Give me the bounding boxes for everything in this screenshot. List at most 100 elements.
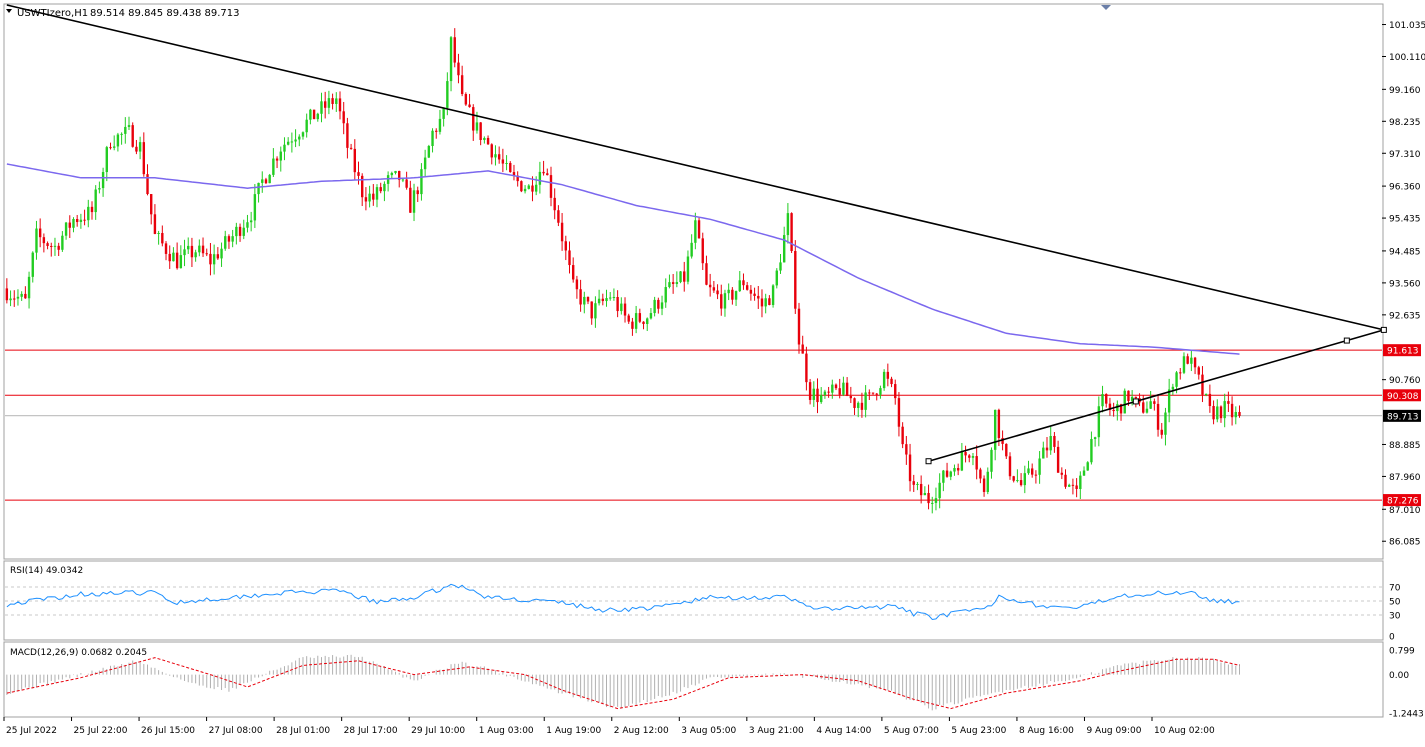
bull-candle [383,183,386,192]
bull-candle [779,262,782,271]
trendline-anchor-handle [1132,398,1139,405]
bull-candle [475,122,479,131]
bull-candle [1068,484,1071,487]
bull-candle [279,151,282,161]
bear-candle [1238,411,1241,416]
bull-candle [301,132,305,137]
bear-candle [512,172,516,176]
bear-candle [131,125,134,147]
trendline-anchor-handle [1380,326,1387,333]
bear-candle [50,245,53,247]
bear-candle [1179,372,1182,374]
bear-candle [1201,374,1204,395]
bull-candle [1086,462,1089,471]
price-tick-label: 88.885 [1389,441,1421,451]
bear-candle [1230,403,1234,418]
current-price-label: 89.713 [1387,412,1419,422]
bull-candle [249,220,253,223]
bear-candle [83,219,86,221]
bull-candle [538,171,542,185]
bull-candle [664,287,667,303]
bull-candle [1182,356,1186,373]
bull-candle [257,182,260,195]
bull-candle [120,133,123,135]
macd-signal-line [6,657,1240,710]
bear-candle [1193,357,1197,368]
bull-candle [179,255,183,269]
bear-candle [398,170,401,180]
price-tick-label: 87.010 [1389,506,1421,516]
rsi-label: RSI(14) 49.0342 [10,566,83,576]
bear-candle [109,147,112,149]
bear-candle [24,293,27,299]
bear-candle [405,179,408,188]
bear-candle [275,158,279,161]
bear-candle [968,455,971,458]
bull-candle [309,109,312,120]
bull-candle [1175,372,1178,387]
bear-candle [1056,446,1060,473]
bull-candle [960,452,964,471]
level-price-label: 87.276 [1387,497,1419,507]
bull-candle [1016,480,1019,482]
bear-candle [142,142,146,175]
bear-candle [150,194,153,215]
bear-candle [1227,401,1230,404]
bull-candle [949,471,952,477]
bull-candle [916,483,919,485]
bear-candle [468,104,471,108]
bear-candle [409,187,412,213]
bear-candle [135,146,138,152]
main-pane[interactable] [3,3,1384,560]
bull-candle [823,391,827,396]
bear-candle [801,344,804,354]
bear-candle [701,238,704,264]
shift-marker-icon[interactable] [1101,5,1111,10]
bull-candle [938,482,941,499]
bull-candle [1023,473,1026,486]
bear-candle [979,469,982,479]
bull-candle [1167,389,1171,413]
time-tick-label: 5 Aug 07:00 [884,726,939,736]
bear-candle [161,232,164,244]
time-tick-label: 10 Aug 02:00 [1154,726,1215,736]
bull-candle [420,169,423,195]
bear-candle [497,154,501,160]
bull-candle [1116,404,1119,412]
bull-candle [198,245,201,253]
time-tick-label: 2 Aug 12:00 [614,726,669,736]
bear-candle [175,252,179,269]
bull-candle [427,146,431,158]
bull-candle [1123,390,1126,414]
bear-candle [490,144,493,158]
price-tick-label: 94.485 [1389,247,1421,257]
bull-candle [594,303,597,319]
bear-candle [349,147,353,149]
bull-candle [172,252,175,262]
bear-candle [549,175,553,198]
bear-candle [205,253,208,255]
rsi-level-label: 50 [1389,598,1401,608]
bear-candle [586,296,590,302]
price-tick-label: 95.435 [1389,215,1421,225]
bull-candle [597,298,601,304]
symbol-menu-triangle-icon[interactable] [6,9,12,13]
bull-candle [649,313,653,319]
bull-candle [723,293,727,309]
bull-candle [446,81,449,108]
bull-candle [612,296,616,298]
bull-candle [675,282,679,284]
main-plot [5,4,1387,514]
bull-candle [127,125,131,127]
bear-candle [590,301,593,319]
bear-candle [516,175,519,182]
bear-candle [509,162,512,173]
bear-candle [564,241,567,251]
macd-pane[interactable] [3,641,1384,718]
bull-candle [327,98,331,108]
bear-candle [575,279,579,290]
time-tick-label: 29 Jul 10:00 [411,726,465,736]
bear-candle [768,298,771,305]
